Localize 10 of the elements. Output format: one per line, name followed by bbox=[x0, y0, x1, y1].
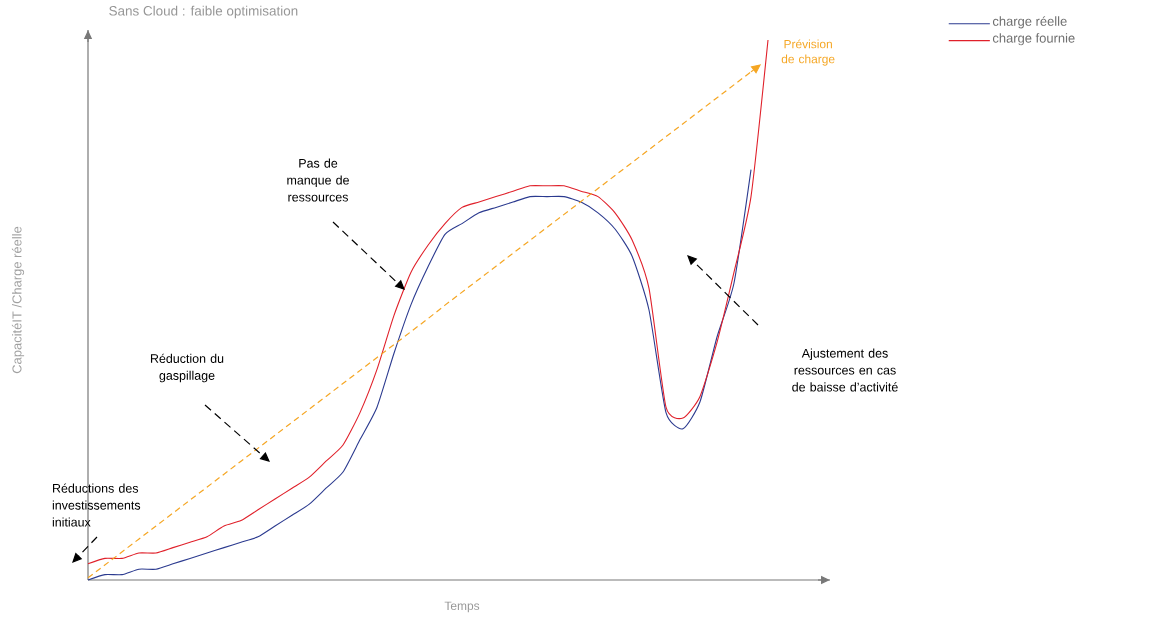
legend-label: charge réelle bbox=[992, 16, 1067, 29]
annotation: Pas de manque de ressources bbox=[287, 158, 349, 202]
y-axis-title: CapacitéIT /Charge réelle bbox=[11, 226, 25, 374]
text: Prévision de charge bbox=[781, 39, 835, 66]
annotation: Réduction du gaspillage bbox=[150, 353, 224, 383]
text: Ajustement des ressources en cas de baisse d’activité bbox=[792, 348, 898, 392]
chart-title: Sans Cloud : faible optimisation bbox=[109, 5, 298, 19]
x-axis-title: Temps bbox=[444, 601, 480, 613]
annotation: Réductions des investissements initiaux bbox=[52, 483, 141, 527]
legend-label: charge fournie bbox=[992, 33, 1075, 46]
